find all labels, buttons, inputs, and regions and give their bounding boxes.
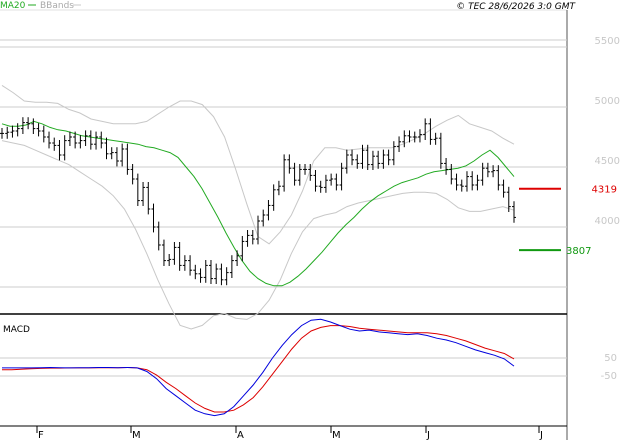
ma20-path: [1, 120, 515, 287]
support-resistance-levels: 4319 3807: [519, 185, 617, 257]
macd-title: MACD: [3, 325, 30, 335]
price-axis-labels: 5500 5000 4500 4000: [595, 36, 620, 227]
x-tick-label: J: [426, 430, 430, 440]
y-tick-label-4500: 4500: [595, 156, 620, 167]
y-tick-label-5500: 5500: [595, 36, 620, 47]
bollinger-bands: [1, 84, 515, 330]
ma20-line: [1, 120, 515, 287]
price-bars: [0, 117, 516, 286]
y-tick-label-5000: 5000: [595, 96, 620, 107]
x-tick-label: F: [38, 430, 44, 440]
legend-bbands: BBands: [40, 1, 74, 11]
x-tick-label: A: [237, 430, 244, 440]
x-tick-label: M: [332, 430, 341, 440]
x-tick-label: M: [132, 430, 141, 440]
x-tick-label: J: [539, 430, 543, 440]
support-label: 3807: [566, 246, 591, 257]
copyright-text: © TEC 28/6/2026 3:0 GMT: [456, 2, 576, 12]
grid-lines: [0, 39, 567, 288]
macd-lines: [2, 318, 515, 417]
macd-grid-lines: 50 -50: [0, 353, 617, 382]
legend-ma20: MA20: [0, 1, 26, 11]
resistance-label: 4319: [592, 185, 617, 196]
macd-line: [2, 318, 515, 417]
macd-y-tick-label: 50: [604, 353, 617, 364]
y-tick-label-4000: 4000: [595, 216, 620, 227]
macd-y-tick-label: -50: [601, 371, 617, 382]
bb-lower-line: [1, 140, 515, 330]
price-panel-border: [0, 9, 568, 440]
